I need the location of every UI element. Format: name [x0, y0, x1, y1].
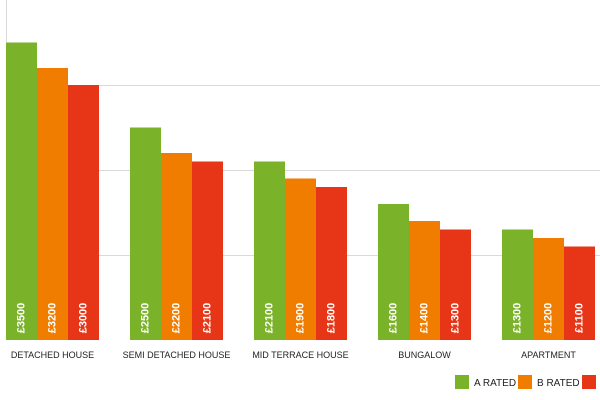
bar-value-label: £3500 — [15, 303, 27, 334]
legend: A RATED B RATED — [455, 375, 596, 389]
bar — [192, 161, 223, 340]
bar-value-label: £1800 — [325, 303, 337, 334]
legend-label-a-rated: A RATED — [474, 378, 516, 389]
bar — [161, 153, 192, 340]
bar-value-label: £3200 — [46, 303, 58, 334]
category-label: SEMI DETACHED HOUSE — [123, 350, 231, 360]
legend-swatch-b-rated — [518, 375, 532, 389]
category-label: APARTMENT — [521, 350, 576, 360]
bar — [68, 85, 99, 340]
x-axis: DETACHED HOUSE SEMI DETACHED HOUSE MID TER… — [11, 350, 577, 360]
bar-value-label: £1600 — [387, 303, 399, 334]
bar — [409, 221, 440, 340]
bar — [564, 246, 595, 340]
bar-value-label: £1300 — [511, 303, 523, 334]
bar — [254, 161, 285, 340]
bar — [533, 238, 564, 340]
bar-value-label: £1400 — [418, 303, 430, 334]
category-label: MID TERRACE HOUSE — [252, 350, 348, 360]
bar-value-label: £2100 — [201, 303, 213, 334]
bars-layer: £3500 £3200 £3000 £2500 £2200 £2100 £2100 £1900… — [6, 42, 595, 340]
bar — [378, 204, 409, 340]
bar-value-label: £2100 — [263, 303, 275, 334]
bar-value-label: £2200 — [170, 303, 182, 334]
legend-swatch-c-rated — [582, 375, 596, 389]
bar — [37, 68, 68, 340]
bar-value-label: £2500 — [139, 303, 151, 334]
bar-value-label: £1300 — [449, 303, 461, 334]
bar — [6, 42, 37, 340]
legend-label-b-rated: B RATED — [537, 378, 580, 389]
bar — [316, 187, 347, 340]
legend-swatch-a-rated — [455, 375, 469, 389]
bar — [285, 178, 316, 340]
category-label: DETACHED HOUSE — [11, 350, 94, 360]
bar — [502, 229, 533, 340]
bar-value-label: £3000 — [77, 303, 89, 334]
bar-value-label: £1200 — [542, 303, 554, 334]
bar-value-label: £1100 — [573, 303, 585, 333]
bar — [130, 127, 161, 340]
bar-value-label: £1900 — [294, 303, 306, 334]
bar — [440, 229, 471, 340]
category-label: BUNGALOW — [398, 350, 451, 360]
